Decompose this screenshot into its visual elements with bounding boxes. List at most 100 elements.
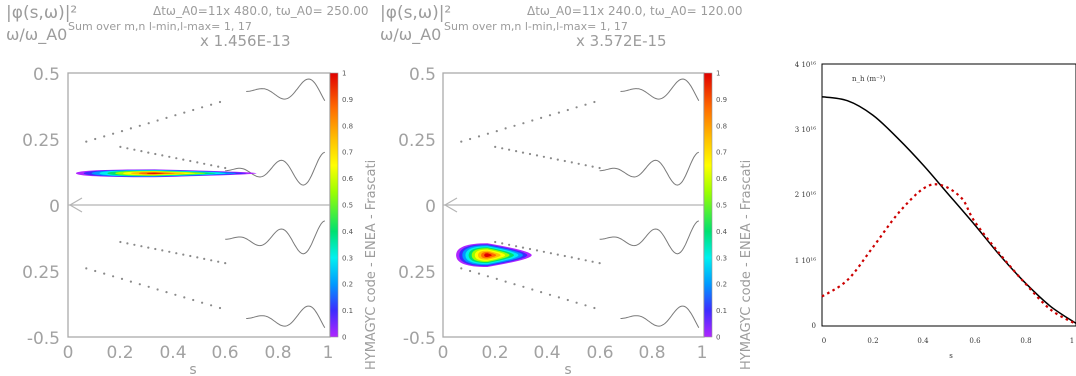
- panel2-dot-3-8: [549, 252, 553, 255]
- panel1-dot-1-3: [112, 275, 115, 278]
- panel2-colorbar-ticks: 0 0.1 0.2 0.3 0.4 0.5 0.6 0.7 0.8 0.9 1: [716, 70, 728, 342]
- panel3-plot-area: [821, 63, 1076, 327]
- panel1-dot-2-3: [140, 150, 143, 153]
- panel2-ytick-4: -0.5: [403, 329, 436, 349]
- panel2-dot-2-10: [563, 159, 566, 163]
- panel2-dot-2-1: [501, 147, 504, 150]
- panel1-dot-2-6: [161, 154, 164, 157]
- panel1-cbtick-6: 0.6: [342, 175, 354, 183]
- panel1-curve-0: [246, 78, 326, 102]
- panel1-side-text: HYMAGYC code - ENEA - Frascati: [364, 160, 379, 370]
- panel2-zero-marker: [443, 197, 458, 213]
- panel1-cbtick-9: 0.9: [342, 96, 353, 104]
- panel2-dot-0-13: [575, 106, 578, 109]
- panel2-dot-1-7: [522, 285, 525, 288]
- panel2-curve-1: [599, 151, 700, 186]
- panel2-mode-spot: [456, 243, 532, 267]
- panel2-continuum-curves: [599, 78, 700, 329]
- panel2-cbtick-7: 0.7: [716, 149, 727, 157]
- panel1-dot-2-7: [168, 155, 171, 158]
- panel1-dot-1-8: [156, 288, 159, 291]
- panel1-dot-2-9: [182, 158, 185, 161]
- panel1-ytick-4: -0.5: [27, 329, 60, 349]
- panel2-cbtick-9: 0.9: [716, 96, 727, 104]
- panel3-ytick-4: 4 10¹⁶: [795, 61, 816, 69]
- panel1-continuum-dots: [85, 100, 227, 310]
- panel3-ylabel: n_h (m⁻³): [852, 75, 886, 83]
- panel1-cbtick-1: 0.1: [342, 307, 353, 315]
- panel1-dot-0-9: [165, 116, 168, 119]
- panel1-param-text: Δtω_A0=11x 480.0, tω_A0= 250.00: [153, 4, 368, 18]
- panel1-dot-2-15: [224, 166, 227, 170]
- panel2-dot-1-13: [575, 301, 578, 304]
- panel1-dot-2-14: [217, 165, 220, 168]
- panel1-dot-3-14: [217, 260, 220, 263]
- panel1-ytick-2: 0: [49, 197, 60, 217]
- panel2-dot-1-4: [495, 277, 498, 280]
- panel1-dot-0-2: [103, 135, 106, 138]
- panel2-dot-3-13: [584, 259, 587, 262]
- panel2-xtick-0: 0: [438, 343, 449, 363]
- panel2-ytick-1: 0.25: [398, 131, 436, 151]
- panel2-dot-3-14: [591, 260, 594, 263]
- panel1-mode-spot: [75, 169, 257, 178]
- panel2-dot-0-3: [486, 132, 489, 135]
- panel1-cbtick-7: 0.7: [342, 149, 353, 157]
- panel3-xtick-3: 0.6: [969, 337, 981, 345]
- panel2-dot-0-0: [460, 140, 463, 143]
- panel2-dot-2-5: [528, 152, 532, 156]
- panel2-dot-1-15: [593, 306, 596, 310]
- panel2-xtick-5: 1: [697, 343, 708, 363]
- panel1-dot-1-0: [85, 267, 88, 270]
- panel1-dot-0-12: [192, 108, 195, 112]
- panel2-dot-3-4: [521, 246, 525, 249]
- panel1-xtick-4: 0.8: [264, 343, 291, 363]
- panel1-dot-0-10: [174, 114, 177, 117]
- panel1-dot-1-1: [94, 269, 97, 273]
- panel2-dot-1-12: [566, 298, 569, 302]
- panel2-xtick-3: 0.6: [586, 343, 613, 363]
- panel2-sum-text: Sum over m,n l-min,l-max= 1, 17: [444, 20, 628, 33]
- panel2-dot-1-5: [504, 280, 507, 283]
- panel2-curve-3: [620, 305, 700, 329]
- panel2-dot-2-9: [556, 158, 559, 161]
- panel1-dot-3-11: [196, 256, 199, 259]
- panel2-dot-1-0: [460, 267, 463, 270]
- panel1-y-ticks: 0.5 0.25 0 0.25 -0.5: [22, 65, 60, 349]
- panel1-dot-3-9: [182, 253, 185, 256]
- panel2-param-text: Δtω_A0=11x 240.0, tω_A0= 120.00: [527, 4, 742, 18]
- panel2-dot-2-7: [542, 155, 546, 158]
- panel1-zero-marker: [68, 197, 83, 213]
- panel1-dot-2-11: [196, 161, 199, 164]
- panel2-cbtick-10: 1: [716, 70, 720, 78]
- panel2-ylabel-bottom: ω/ω_A0: [380, 25, 441, 45]
- panel1-dot-1-9: [165, 291, 168, 294]
- panel3-xtick-0: 0: [822, 337, 826, 345]
- panel1-dot-1-2: [103, 272, 106, 275]
- panel1-cbtick-10: 1: [342, 70, 346, 78]
- panel3-xlabel: s: [949, 352, 953, 360]
- panel1-dot-2-1: [126, 147, 129, 150]
- panel1-cbtick-8: 0.8: [342, 122, 353, 130]
- panel2-dot-3-3: [515, 245, 518, 248]
- panel1-dot-0-4: [120, 130, 124, 133]
- panel2-dot-2-12: [577, 162, 580, 165]
- panel1-dot-3-6: [161, 249, 164, 252]
- panel1-dot-0-3: [112, 132, 115, 135]
- density-profile-panel: 0 1 10¹⁶ 2 10¹⁶ 3 10¹⁶ 4 10¹⁶ 0 0.2 0.4 …: [795, 61, 1076, 360]
- panel1-scale-text: x 1.456E-13: [200, 32, 291, 50]
- heatmap-panel-1: |φ(s,ω)|² ω/ω_A0 Δtω_A0=11x 480.0, tω_A0…: [6, 3, 379, 376]
- panel1-ylabel-bottom: ω/ω_A0: [6, 25, 67, 45]
- panel1-dot-3-3: [140, 245, 143, 248]
- panel2-dot-2-14: [591, 165, 594, 168]
- panel2-cbtick-0: 0: [716, 334, 720, 342]
- panel2-dot-2-8: [549, 157, 553, 160]
- panel3-y-ticks: 0 1 10¹⁶ 2 10¹⁶ 3 10¹⁶ 4 10¹⁶: [795, 61, 816, 330]
- panel1-dot-2-13: [210, 164, 213, 167]
- panel3-x-ticks: 0 0.2 0.4 0.6 0.8 1: [822, 337, 1074, 345]
- panel1-ytick-0: 0.5: [33, 65, 60, 85]
- panel3-ytick-1: 1 10¹⁶: [795, 257, 816, 265]
- panel2-dot-0-11: [557, 111, 561, 114]
- panel1-dot-2-0: [119, 145, 122, 148]
